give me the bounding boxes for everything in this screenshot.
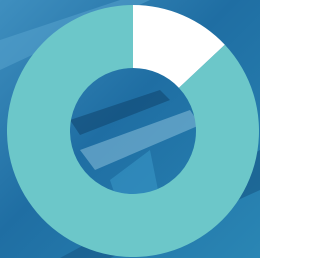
page: {"chart_data": {"type": "donut", "values… [0, 0, 260, 258]
donut-chart [0, 0, 260, 258]
